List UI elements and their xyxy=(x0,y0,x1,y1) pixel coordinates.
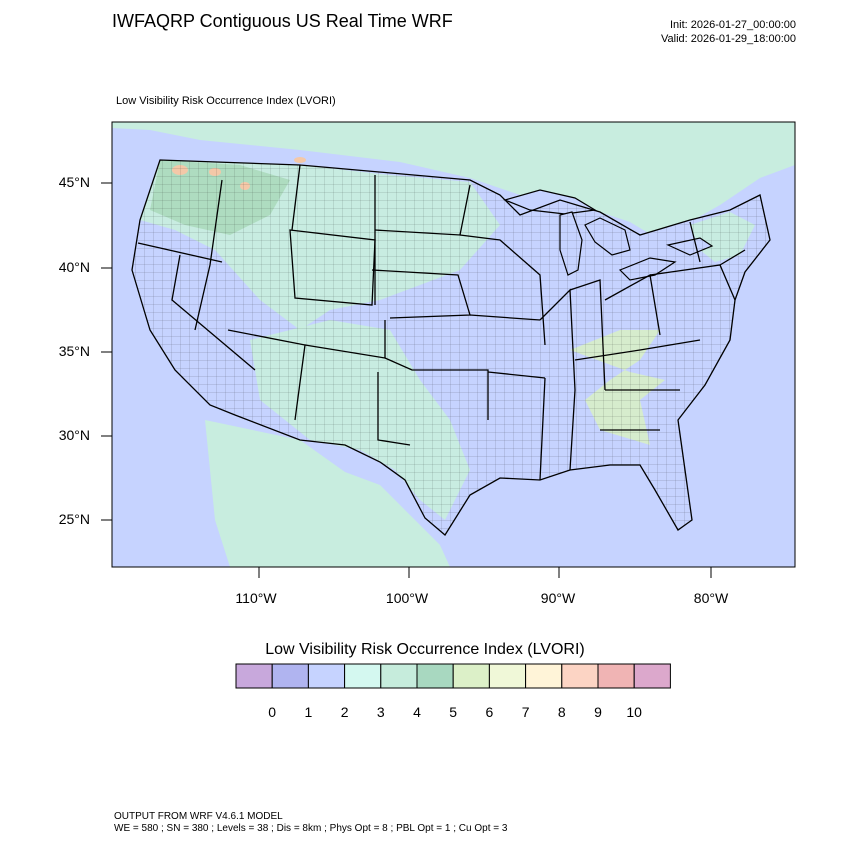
colorbar-box xyxy=(633,663,671,689)
colorbar-label: 6 xyxy=(485,704,494,720)
mexico-land xyxy=(205,420,450,567)
map-area xyxy=(112,122,795,567)
mountain-area xyxy=(294,157,306,163)
lon-label-110w: 110°W xyxy=(235,590,277,606)
init-time: Init: 2026-01-27_00:00:00 xyxy=(670,19,796,31)
lat-label-30: 30°N xyxy=(58,427,90,443)
colorbar-label: 2 xyxy=(340,704,349,720)
lon-ticks xyxy=(258,567,712,578)
colorbar-box xyxy=(235,663,273,689)
colorbar-box xyxy=(488,663,527,689)
colorbar-label: 8 xyxy=(557,704,566,720)
lon-label-80w: 80°W xyxy=(693,590,729,606)
colorbar-box xyxy=(344,663,382,689)
model-info: OUTPUT FROM WRF V4.6.1 MODEL xyxy=(114,811,283,822)
colorbar-label: 3 xyxy=(376,704,385,720)
colorbar-label: 7 xyxy=(521,704,530,720)
lon-label-100w: 100°W xyxy=(385,590,429,606)
colorbar xyxy=(235,663,671,689)
colorbar-label: 5 xyxy=(449,704,458,720)
lat-label-40: 40°N xyxy=(58,259,90,275)
lat-ticks xyxy=(101,182,112,521)
lon-label-90w: 90°W xyxy=(540,590,576,606)
colorbar-box xyxy=(416,663,454,689)
canada-land xyxy=(112,122,795,240)
colorbar-title: Low Visibility Risk Occurrence Index (LV… xyxy=(265,641,585,658)
lat-label-25: 25°N xyxy=(58,511,90,527)
lat-label-45: 45°N xyxy=(58,174,90,190)
state-boundaries xyxy=(131,159,771,536)
colorbar-box xyxy=(452,663,490,689)
colorbar-label: 0 xyxy=(268,704,277,720)
colorbar-box xyxy=(561,663,599,689)
colorbar-label: 9 xyxy=(594,704,602,720)
colorbar-box xyxy=(380,663,418,689)
colorbar-box xyxy=(271,663,309,689)
main-title: IWFAQRP Contiguous US Real Time WRF xyxy=(112,11,453,31)
colorbar-label: 10 xyxy=(626,704,642,720)
lat-label-35: 35°N xyxy=(58,343,90,359)
valid-time: Valid: 2026-01-29_18:00:00 xyxy=(661,33,796,45)
colorbar-box xyxy=(307,663,346,689)
colorbar-label: 1 xyxy=(304,704,313,720)
colorbar-label: 4 xyxy=(413,704,421,720)
colorbar-box xyxy=(597,663,635,689)
model-config: WE = 580 ; SN = 380 ; Levels = 38 ; Dis … xyxy=(114,823,508,834)
colorbar-box xyxy=(525,663,563,689)
map-frame xyxy=(111,121,796,568)
field-label: Low Visibility Risk Occurrence Index (LV… xyxy=(116,95,336,107)
